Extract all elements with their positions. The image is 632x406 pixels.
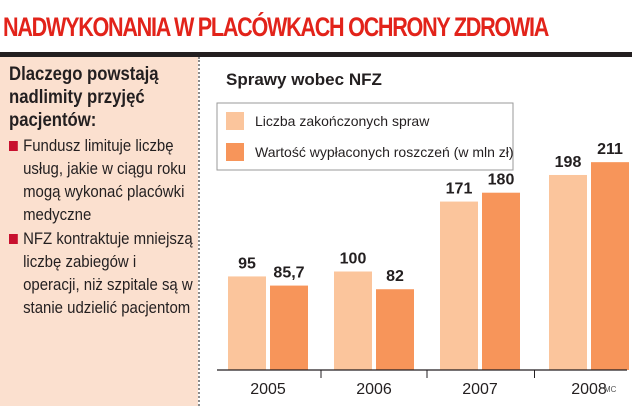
legend-swatch (226, 112, 244, 130)
bar (482, 192, 520, 370)
legend-label: Liczba zakończonych spraw (255, 113, 430, 129)
sidebar-bullet-text: NFZ kontraktuje mniejszą liczbę zabiegów… (23, 229, 193, 317)
bar (549, 174, 587, 370)
sidebar-heading: Dlaczego powstają nadlimity przyjęć pacj… (9, 64, 159, 131)
credit-label: MC (604, 385, 617, 394)
bar (228, 276, 266, 370)
sidebar-bullet: NFZ kontraktuje mniejszą liczbę zabiegów… (9, 227, 193, 319)
chart: Sprawy wobec NFZ Liczba zakończonych spr… (216, 70, 629, 398)
sidebar-bullet-text: Fundusz limituje liczbę usług, jakie w c… (23, 136, 187, 224)
legend-swatch (226, 143, 244, 161)
legend-label: Wartość wypłaconych roszczeń (w mln zł) (255, 144, 514, 160)
bar (591, 162, 629, 370)
sidebar-bullet: Fundusz limituje liczbę usług, jakie w c… (9, 134, 193, 226)
page-headline: NADWYKONANIA W PLACÓWKACH OCHRONY ZDROWI… (3, 12, 549, 42)
data-label: 211 (597, 141, 623, 158)
bar (440, 201, 478, 370)
data-label: 85,7 (273, 265, 304, 282)
legend-box (216, 102, 514, 171)
x-tick-label: 2006 (356, 381, 392, 398)
x-tick-label: 2008 (571, 381, 607, 398)
data-label: 198 (555, 154, 582, 171)
bar (376, 289, 414, 370)
data-label: 171 (446, 181, 473, 198)
sidebar-divider (198, 57, 200, 406)
chart-title: Sprawy wobec NFZ (226, 70, 382, 89)
x-tick-label: 2007 (462, 381, 498, 398)
headline-rule (0, 52, 632, 57)
bar (334, 271, 372, 370)
bar (270, 285, 308, 370)
sidebar-panel: Dlaczego powstają nadlimity przyjęć pacj… (0, 57, 198, 406)
data-label: 95 (238, 255, 256, 272)
sidebar-content: Dlaczego powstają nadlimity przyjęć pacj… (9, 63, 193, 319)
bullet-square-icon (9, 234, 18, 244)
bullet-square-icon (9, 141, 18, 151)
data-label: 180 (488, 172, 515, 189)
data-label: 82 (386, 268, 404, 285)
x-tick-label: 2005 (250, 381, 286, 398)
data-label: 100 (340, 251, 367, 268)
